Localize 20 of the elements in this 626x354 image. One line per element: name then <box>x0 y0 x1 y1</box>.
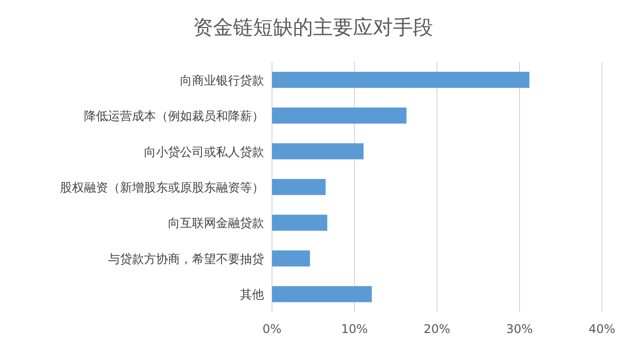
y-tick-label: 向互联网金融贷款 <box>168 216 264 230</box>
bar <box>272 214 328 231</box>
x-tick-label: 0% <box>262 322 282 336</box>
y-tick-label: 降低运营成本（例如裁员和降薪） <box>84 109 264 124</box>
x-tick-label: 10% <box>341 322 368 336</box>
bar <box>272 286 372 302</box>
y-tick-label: 与贷款方协商，希望不要抽贷 <box>108 252 264 266</box>
chart-title: 资金链短缺的主要应对手段 <box>193 15 433 39</box>
y-tick-label: 股权融资（新增股东或原股东融资等） <box>60 180 264 194</box>
bar <box>272 108 406 124</box>
x-tick-label: 30% <box>506 322 533 336</box>
bar <box>272 72 530 88</box>
y-tick-label: 其他 <box>240 288 264 302</box>
x-tick-label: 20% <box>424 322 450 336</box>
y-tick-label: 向小贷公司或私人贷款 <box>144 144 264 159</box>
bar <box>272 250 310 266</box>
y-tick-label: 向商业银行贷款 <box>180 73 264 88</box>
x-tick-label: 40% <box>588 322 616 336</box>
bar <box>272 143 364 160</box>
bar <box>272 178 326 196</box>
